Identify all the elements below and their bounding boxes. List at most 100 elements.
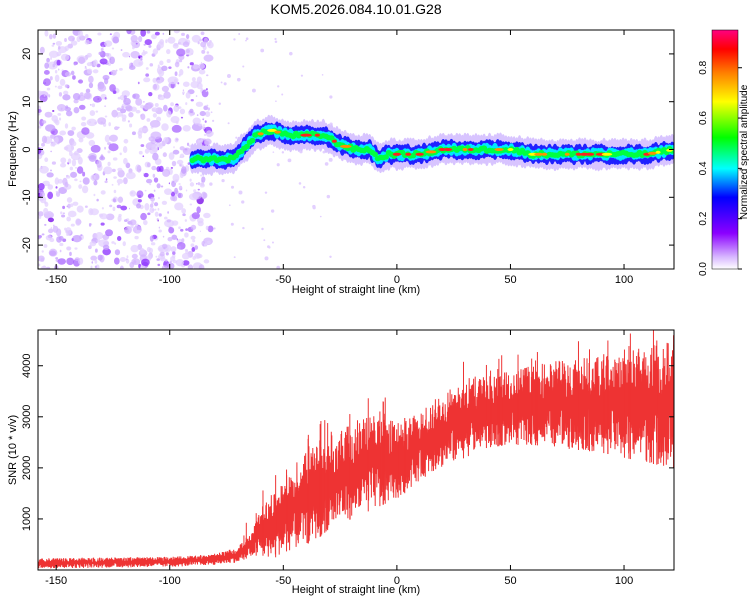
noise-blob	[182, 213, 186, 217]
noise-speck	[267, 245, 270, 249]
noise-speck	[274, 40, 278, 43]
noise-blob	[61, 214, 66, 218]
noise-speck	[263, 239, 266, 242]
noise-blob	[111, 183, 114, 186]
noise-blob	[55, 186, 58, 189]
noise-blob	[197, 41, 200, 45]
noise-blob	[162, 152, 167, 158]
noise-speck	[210, 111, 213, 114]
spectrogram-y-ticks: -20 -10 0 10 20	[21, 48, 674, 253]
noise-blob	[200, 174, 203, 177]
noise-blob	[168, 182, 170, 185]
noise-blob	[57, 258, 66, 265]
x-tick-label: 50	[504, 274, 516, 286]
noise-blob	[82, 177, 90, 185]
noise-blob	[112, 36, 120, 44]
noise-blob	[161, 265, 168, 269]
noise-blob	[81, 127, 90, 135]
noise-blob	[52, 142, 56, 147]
noise-blob	[149, 183, 152, 186]
noise-blob	[65, 110, 73, 117]
colorbar-tick-label: 0.8	[698, 60, 709, 74]
noise-speck	[264, 191, 268, 194]
noise-blob	[178, 226, 181, 230]
noise-blob	[174, 71, 178, 76]
noise-blob	[181, 32, 185, 36]
y-tick-label: 0	[21, 146, 33, 152]
ridge-peak	[601, 152, 613, 156]
noise-blob	[159, 39, 165, 45]
noise-blob	[41, 250, 44, 253]
noise-blob	[64, 123, 69, 129]
noise-blob	[44, 124, 56, 132]
noise-blob	[130, 51, 140, 59]
ridge-peak	[585, 152, 595, 156]
noise-blob	[175, 138, 179, 141]
noise-blob	[185, 189, 188, 192]
noise-blob	[152, 152, 159, 161]
x-tick-label: 0	[394, 274, 400, 286]
snr-y-label: SNR (10 * v/v)	[7, 415, 19, 485]
noise-speck	[230, 185, 235, 189]
noise-blob	[44, 30, 49, 37]
noise-speck	[207, 240, 211, 245]
noise-speck	[329, 95, 333, 99]
ridge-segment	[382, 154, 389, 160]
noise-blob	[182, 124, 191, 132]
noise-blob	[81, 185, 89, 194]
noise-blob	[129, 219, 137, 226]
noise-blob	[89, 241, 97, 247]
noise-blob	[168, 152, 175, 160]
y-tick-label: 4000	[21, 354, 33, 378]
noise-blob	[77, 156, 83, 165]
noise-speck	[322, 150, 326, 154]
noise-blob	[89, 41, 93, 44]
y-tick-label: -10	[21, 189, 33, 205]
noise-speck	[276, 265, 280, 269]
noise-blob	[102, 45, 104, 48]
ridge-peak	[274, 130, 281, 134]
noise-blob	[201, 176, 206, 183]
noise-blob	[59, 162, 67, 168]
noise-blob	[153, 83, 158, 90]
noise-blob	[144, 189, 147, 192]
noise-blob	[163, 91, 171, 99]
noise-speck	[200, 182, 205, 186]
noise-blob	[192, 256, 196, 260]
noise-blob	[157, 207, 160, 211]
noise-speck	[324, 162, 329, 166]
noise-blob	[41, 142, 46, 147]
noise-speck	[300, 74, 304, 77]
noise-speck	[275, 100, 277, 103]
noise-blob	[52, 33, 57, 39]
noise-speck	[298, 182, 302, 185]
noise-blob	[170, 166, 174, 169]
noise-blob	[177, 82, 180, 85]
noise-blob	[158, 213, 162, 217]
noise-blob	[152, 48, 159, 55]
ridge-peak	[332, 139, 337, 143]
noise-blob	[60, 157, 67, 164]
ridge-segment	[243, 143, 250, 150]
x-tick-label: -50	[275, 575, 291, 587]
noise-blob	[147, 212, 151, 216]
ridge-peak	[647, 151, 657, 155]
noise-speck	[245, 39, 247, 42]
noise-blob	[125, 105, 133, 112]
noise-blob	[159, 251, 165, 257]
noise-blob	[62, 205, 66, 210]
noise-blob	[129, 207, 131, 210]
noise-blob	[191, 246, 196, 252]
noise-speck	[270, 209, 275, 213]
noise-blob	[190, 99, 194, 102]
noise-speck	[242, 65, 245, 68]
noise-blob	[146, 118, 151, 122]
noise-blob	[69, 166, 74, 171]
noise-blob	[74, 166, 78, 169]
y-tick-label: 20	[21, 48, 33, 60]
y-tick-label: 2000	[21, 456, 33, 480]
snr-frame	[37, 329, 675, 571]
noise-speck	[329, 255, 332, 258]
noise-blob	[192, 64, 199, 70]
ridge-peak	[494, 148, 504, 151]
